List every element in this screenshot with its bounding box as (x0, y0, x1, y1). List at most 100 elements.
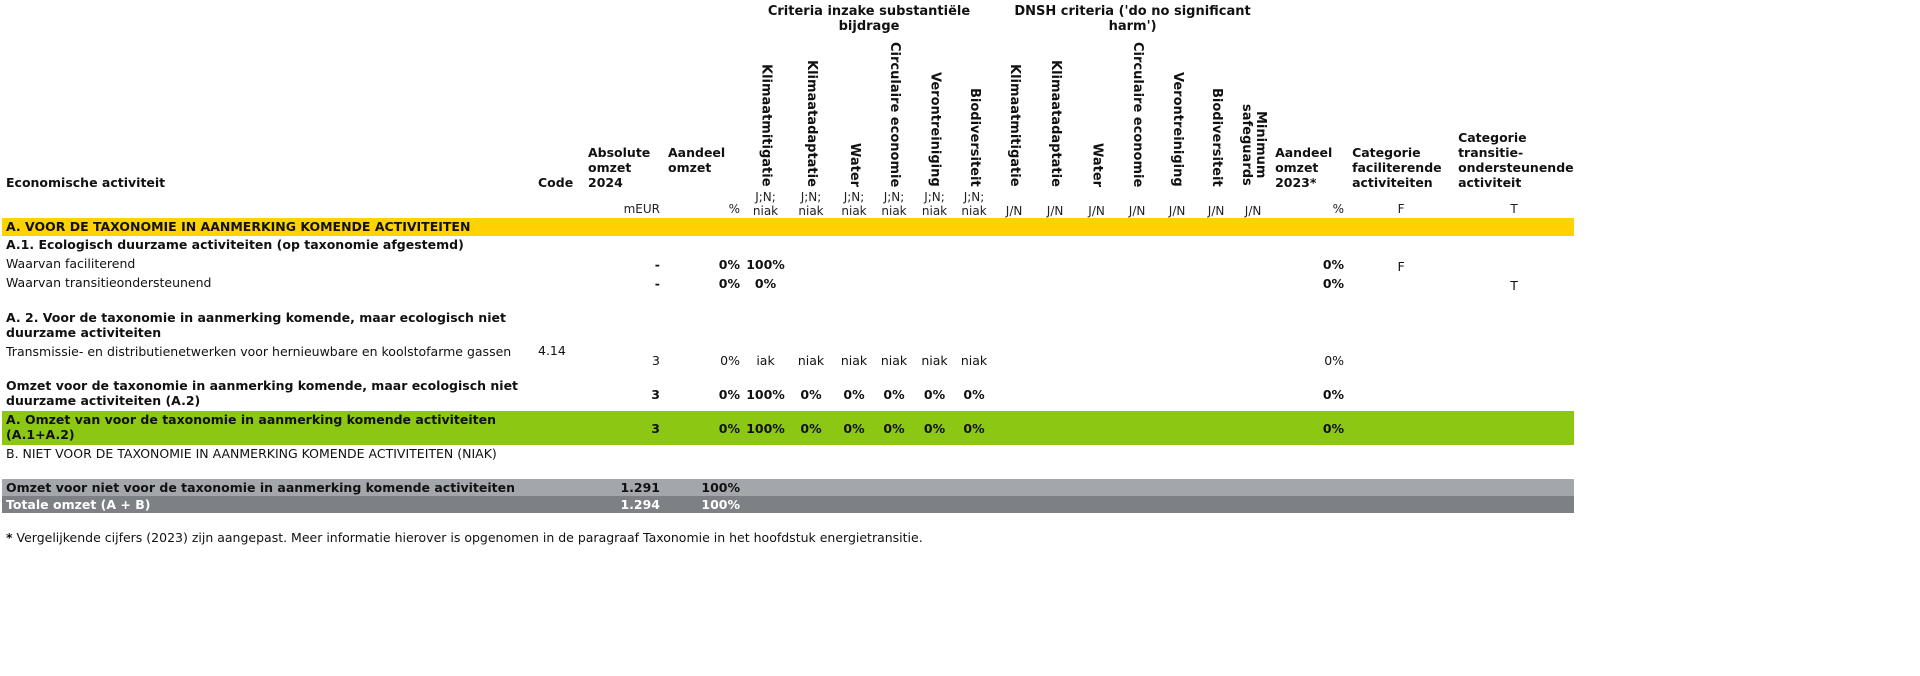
row-share (664, 218, 744, 236)
row-dnsh-value (1157, 274, 1197, 293)
row-sc-value: 0% (787, 411, 835, 445)
row-dnsh-value (994, 218, 1035, 236)
row-dnsh-value (1197, 496, 1236, 513)
table-row: B. NIET VOOR DE TAXONOMIE IN AANMERKING … (2, 445, 1574, 479)
row-code (534, 445, 584, 479)
row-sc-value (873, 309, 915, 343)
row-sc-value (915, 445, 954, 479)
row-dnsh-value (994, 496, 1035, 513)
unit-dnsh: J/N (1128, 204, 1146, 218)
row-label: Waarvan transitieondersteunend (6, 275, 212, 290)
row-sc-value (954, 274, 994, 293)
header-sc-label: Water (847, 142, 862, 187)
row-dnsh-value (1117, 218, 1158, 236)
row-sc-value: 0% (843, 386, 865, 402)
header-share-2023: Aandeel omzet 2023* (1275, 145, 1333, 190)
row-sc-value (787, 309, 835, 343)
table-row: A. 2. Voor de taxonomie in aanmerking ko… (2, 309, 1574, 343)
row-share: 100% (664, 479, 744, 496)
row-dnsh-value (1235, 255, 1271, 274)
row-dnsh-value (994, 343, 1034, 377)
row-dnsh-value (1197, 218, 1236, 236)
unit-share: % (728, 202, 740, 216)
header-code: Code (538, 175, 574, 190)
unit-empty (534, 190, 584, 218)
row-dnsh-value (1235, 274, 1271, 293)
row-sc-value (787, 293, 835, 309)
row-sc-value (915, 274, 954, 293)
row-dnsh-value (1197, 343, 1235, 377)
row-dnsh-value (1235, 496, 1272, 513)
row-dnsh-value (1157, 445, 1197, 479)
row-abs (584, 445, 664, 479)
row-dnsh-value (1076, 445, 1117, 479)
footnote-marker: * (6, 530, 13, 545)
row-abs: 1.294 (584, 496, 664, 513)
table-row: Waarvan transitieondersteunend - 0% 0% 0% T (2, 274, 1574, 293)
row-sc-value (744, 479, 787, 496)
row-share-2023 (1271, 309, 1348, 343)
row-dnsh-value (1197, 445, 1235, 479)
row-cat-transitional (1454, 293, 1574, 309)
row-code (534, 274, 584, 293)
row-sc-value (835, 255, 873, 274)
row-dnsh-value (1076, 255, 1117, 274)
row-dnsh-value (1117, 411, 1158, 445)
row-label: B. NIET VOOR DE TAXONOMIE IN AANMERKING … (6, 446, 497, 461)
row-sc-value (744, 496, 787, 513)
row-sc-value: 100% (746, 257, 785, 272)
table-row: A.1. Ecologisch duurzame activiteiten (o… (2, 236, 1574, 255)
row-label: A. VOOR DE TAXONOMIE IN AANMERKING KOMEN… (2, 218, 534, 236)
row-dnsh-value (1117, 255, 1157, 274)
row-sc-value: 0% (873, 411, 915, 445)
row-share-2023 (1271, 479, 1349, 496)
row-label: Transmissie- en distributienetwerken voo… (6, 344, 512, 359)
row-share-2023: 0% (1322, 257, 1345, 272)
row-sc-value: niak (960, 352, 988, 368)
row-sc-value (873, 293, 915, 309)
row-code (534, 411, 584, 445)
unit-abs: mEUR (623, 202, 660, 216)
row-sc-value: 0% (915, 411, 954, 445)
row-abs: - (654, 257, 660, 272)
row-cat-transitional (1454, 255, 1574, 274)
row-dnsh-value (1034, 479, 1077, 496)
row-abs (584, 309, 664, 343)
row-sc-value (744, 445, 787, 479)
row-sc-value (915, 496, 954, 513)
row-dnsh-value (1034, 343, 1076, 377)
row-sc-value (915, 309, 954, 343)
row-sc-value (787, 496, 835, 513)
row-cat-transitional (1454, 236, 1574, 255)
row-sc-value (835, 479, 873, 496)
row-abs (584, 218, 664, 236)
row-sc-value (835, 274, 873, 293)
row-code (534, 255, 584, 274)
row-abs: 3 (652, 352, 660, 368)
header-sc-3: Circulaire economie (873, 40, 915, 190)
row-dnsh-value (1117, 343, 1157, 377)
header-dnsh-label: Minimum safeguards (1239, 103, 1269, 186)
row-dnsh-value (1197, 236, 1235, 255)
row-share-2023 (1271, 496, 1349, 513)
row-dnsh-value (1076, 309, 1117, 343)
row-cat-enabling (1348, 479, 1455, 496)
row-sc-value (873, 274, 915, 293)
row-dnsh-value (1117, 445, 1157, 479)
row-dnsh-value (1197, 479, 1236, 496)
row-sc-value: niak (840, 352, 868, 368)
row-dnsh-value (1117, 377, 1157, 411)
table-row: Omzet voor niet voor de taxonomie in aan… (2, 479, 1575, 496)
row-label: A. 2. Voor de taxonomie in aanmerking ko… (6, 310, 506, 340)
row-dnsh-value (1157, 496, 1198, 513)
row-dnsh-value (1157, 309, 1197, 343)
row-label: A.1. Ecologisch duurzame activiteiten (o… (6, 237, 464, 252)
row-sc-value (744, 309, 787, 343)
table-row: Transmissie- en distributienetwerken voo… (2, 343, 1574, 377)
row-sc-value (787, 445, 835, 479)
row-sc-value (873, 255, 915, 274)
footnote-text: Vergelijkende cijfers (2023) zijn aangep… (12, 530, 923, 545)
row-sc-value (835, 496, 873, 513)
row-dnsh-value (1117, 496, 1158, 513)
row-share-2023 (1271, 218, 1349, 236)
